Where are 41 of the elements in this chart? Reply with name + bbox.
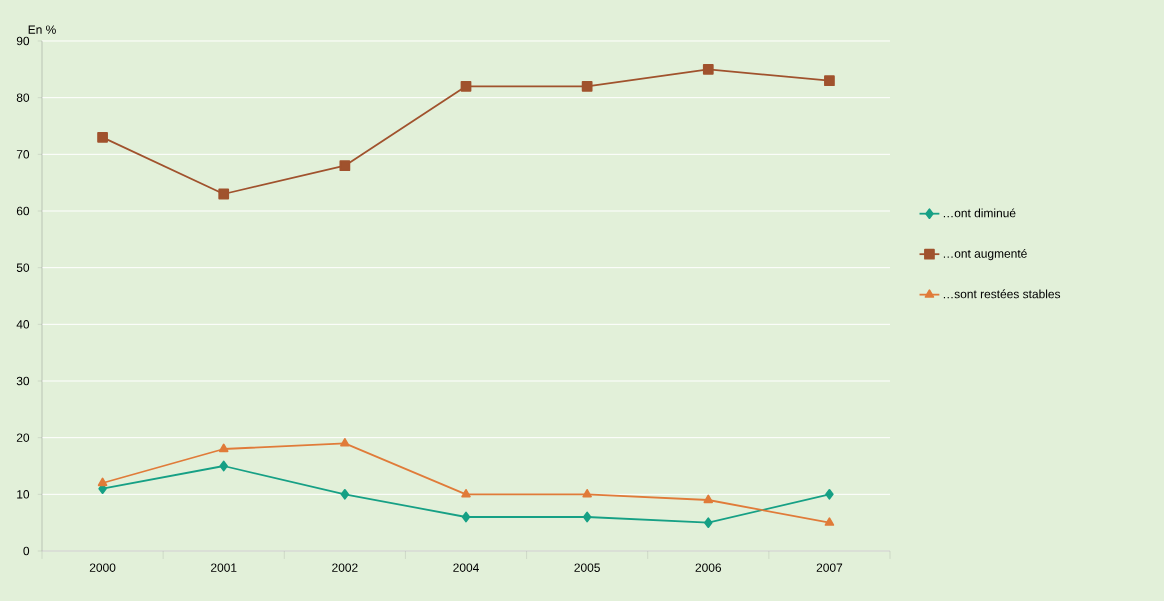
point	[825, 488, 834, 500]
y-tick-label: 0	[23, 546, 30, 556]
y-tick-label: 60	[16, 206, 30, 216]
x-tick-label: 2001	[211, 563, 237, 572]
legend-label: …sont restées stables	[943, 289, 1061, 299]
x-tick-label: 2002	[332, 563, 358, 572]
y-tick-label: 40	[16, 320, 30, 329]
point	[824, 75, 835, 87]
legend-label: …ont diminué	[943, 208, 1016, 218]
point	[218, 443, 229, 453]
point	[704, 517, 713, 529]
point	[97, 131, 108, 143]
point	[703, 494, 714, 504]
point	[461, 511, 471, 523]
point	[581, 80, 593, 92]
point	[219, 460, 228, 472]
point	[97, 477, 108, 487]
point	[702, 63, 714, 75]
x-tick-label: 2007	[816, 563, 843, 572]
x-tick-label: 2000	[89, 563, 116, 572]
point	[582, 488, 592, 498]
x-tick-label: 2005	[574, 563, 600, 572]
point	[218, 188, 230, 200]
y-tick-label: 70	[16, 150, 30, 159]
x-tick-label: 2006	[695, 563, 722, 572]
point	[340, 437, 350, 447]
point	[339, 160, 351, 172]
point	[824, 517, 835, 526]
point	[340, 488, 350, 500]
legend-label: …ont augmenté	[943, 248, 1027, 261]
y-tick-label: 20	[16, 433, 30, 442]
point	[582, 511, 592, 523]
y-tick-label: 10	[17, 490, 30, 499]
y-axis-title: En %	[28, 25, 56, 34]
x-tick-label: 2004	[453, 563, 479, 572]
point	[461, 488, 471, 498]
y-tick-label: 50	[16, 263, 30, 272]
y-tick-label: 90	[16, 36, 30, 46]
y-tick-label: 80	[16, 93, 30, 102]
point	[460, 80, 472, 92]
y-tick-label: 30	[16, 376, 30, 386]
